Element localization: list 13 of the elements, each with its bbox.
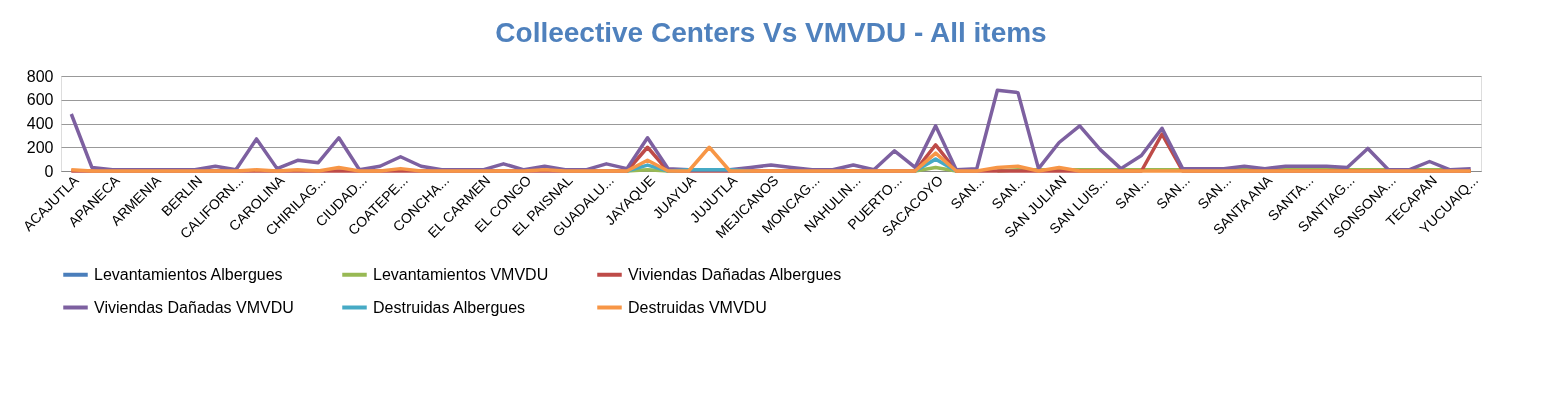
y-tick-label: 0	[44, 162, 54, 180]
y-tick-label: 400	[26, 115, 54, 132]
legend-label: Viviendas Dañadas Albergues	[628, 265, 842, 283]
legend-label: Destruidas VMVDU	[628, 298, 767, 316]
legend-label: Levantamientos VMVDU	[373, 265, 549, 283]
legend-label: Levantamientos Albergues	[94, 265, 283, 283]
y-tick-label: 600	[26, 91, 54, 109]
chart-title: Colleective Centers Vs VMVDU - All items	[495, 17, 1047, 48]
legend-label: Destruidas Albergues	[373, 298, 526, 316]
y-tick-label: 800	[26, 67, 54, 85]
line-series	[69, 145, 1473, 173]
legend-label: Viviendas Dañadas VMVDU	[94, 298, 294, 316]
y-tick-label: 200	[26, 138, 54, 156]
